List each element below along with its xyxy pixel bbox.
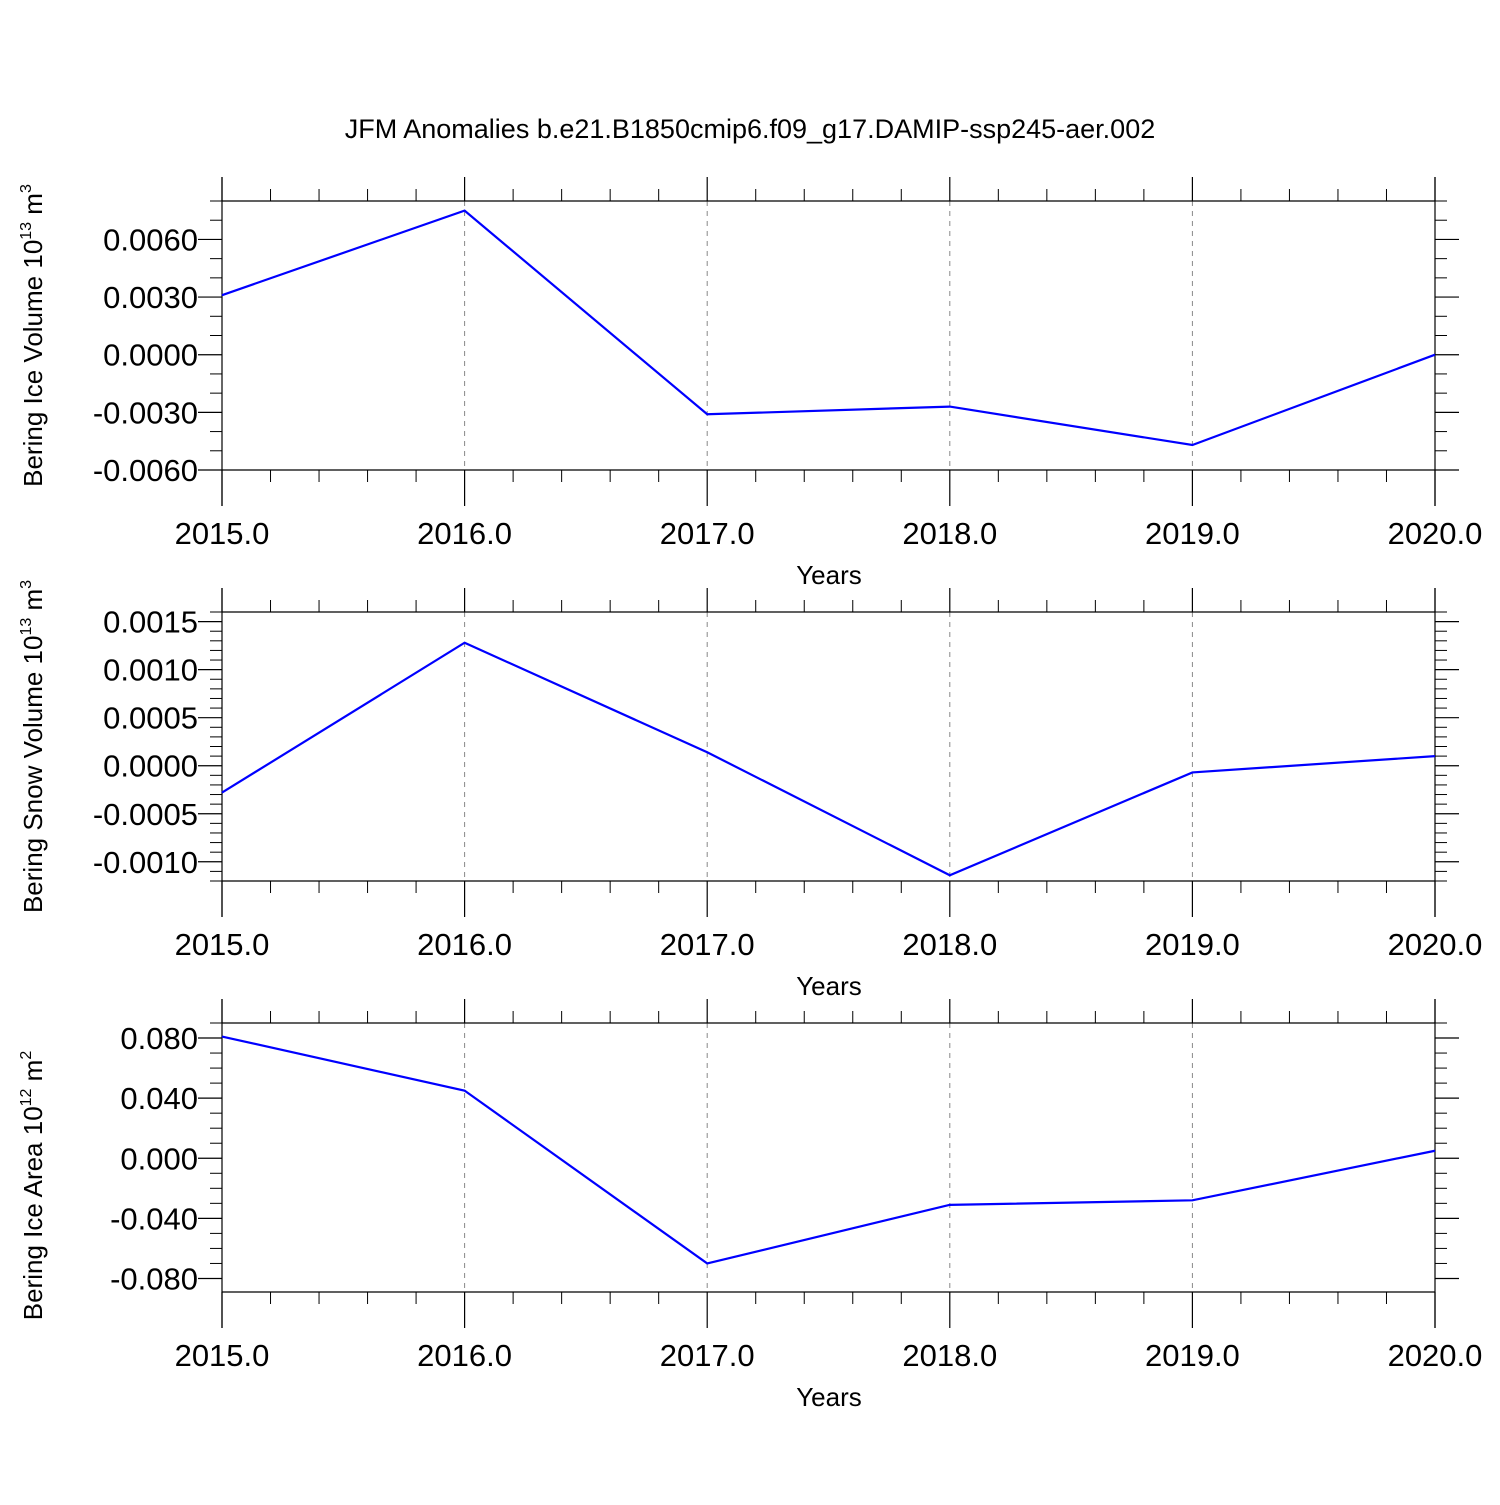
series-line	[222, 1037, 1435, 1264]
x-tick-label: 2019.0	[1145, 1338, 1240, 1373]
y-tick-label: 0.0060	[103, 222, 198, 257]
x-tick-label: 2017.0	[660, 1338, 755, 1373]
y-tick-label: 0.0005	[103, 701, 198, 736]
y-tick-label: -0.040	[110, 1201, 198, 1236]
x-tick-label: 2017.0	[660, 516, 755, 551]
x-tick-label: 2019.0	[1145, 516, 1240, 551]
y-axis-label: Bering Snow Volume 1013 m3	[18, 580, 48, 913]
x-tick-label: 2015.0	[175, 1338, 270, 1373]
y-tick-label: 0.0030	[103, 280, 198, 315]
x-tick-label: 2020.0	[1388, 1338, 1483, 1373]
x-axis-label: Years	[796, 971, 862, 1001]
figure-title: JFM Anomalies b.e21.B1850cmip6.f09_g17.D…	[345, 114, 1155, 144]
y-axis-label-text: Bering Ice Area 10	[18, 1106, 48, 1320]
y-axis-label: Bering Ice Area 1012 m2	[18, 1051, 48, 1321]
panel-3: -0.080 -0.040 0.000 0.040 0.080 2015.0 2016.0 2…	[18, 999, 1482, 1412]
x-axis-label: Years	[796, 560, 862, 590]
y-tick-label: -0.080	[110, 1261, 198, 1296]
y-axis-label-superscript: 12	[18, 1088, 35, 1106]
x-tick-label: 2018.0	[902, 1338, 997, 1373]
y-tick-label: 0.0010	[103, 653, 198, 688]
y-axis-label: Bering Ice Volume 1013 m3	[18, 184, 48, 487]
y-tick-label: 0.0000	[103, 338, 198, 373]
x-tick-label: 2017.0	[660, 927, 755, 962]
series-line	[222, 211, 1435, 445]
x-tick-label: 2016.0	[417, 927, 512, 962]
y-tick-label: 0.0000	[103, 749, 198, 784]
y-tick-label: -0.0060	[93, 453, 198, 488]
panel-1: -0.0060 -0.0030 0.0000 0.0030 0.0060 2015.0 20…	[18, 177, 1482, 590]
x-tick-label: 2019.0	[1145, 927, 1240, 962]
y-tick-label: -0.0010	[93, 845, 198, 880]
y-axis-label-superscript: 2	[18, 1051, 35, 1060]
y-tick-label: 0.040	[120, 1081, 198, 1116]
y-axis-label-text: Bering Snow Volume 10	[18, 636, 48, 914]
y-axis-label-superscript: 13	[18, 222, 35, 240]
y-axis-label-superscript: 3	[18, 580, 35, 589]
y-axis-label-superscript: 13	[18, 618, 35, 636]
y-axis-label-text: m	[18, 1060, 48, 1089]
x-axis-label: Years	[796, 1382, 862, 1412]
panel-2: -0.0010 -0.0005 0.0000 0.0005 0.0010 0.0015 20…	[18, 580, 1482, 1001]
x-tick-label: 2016.0	[417, 516, 512, 551]
y-tick-label: 0.000	[120, 1141, 198, 1176]
y-axis-label-text: m	[18, 589, 48, 618]
y-tick-label: -0.0030	[93, 395, 198, 430]
x-tick-label: 2015.0	[175, 927, 270, 962]
x-tick-label: 2020.0	[1388, 516, 1483, 551]
y-axis-label-text: Bering Ice Volume 10	[18, 240, 48, 487]
y-tick-label: 0.080	[120, 1021, 198, 1056]
series-line	[222, 643, 1435, 875]
x-tick-label: 2018.0	[902, 516, 997, 551]
x-tick-label: 2020.0	[1388, 927, 1483, 962]
y-axis-label-superscript: 3	[18, 184, 35, 193]
y-tick-label: -0.0005	[93, 797, 198, 832]
x-tick-label: 2015.0	[175, 516, 270, 551]
x-tick-label: 2018.0	[902, 927, 997, 962]
y-tick-label: 0.0015	[103, 605, 198, 640]
x-tick-label: 2016.0	[417, 1338, 512, 1373]
y-axis-label-text: m	[18, 193, 48, 222]
